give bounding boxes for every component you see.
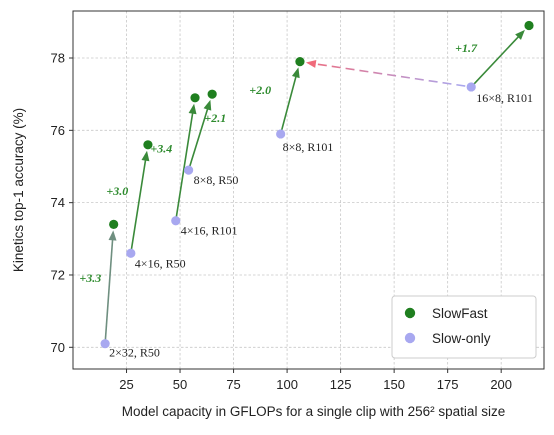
gain-arrow	[130, 157, 147, 250]
point-label: 4×16, R101	[181, 224, 238, 238]
arrowhead	[515, 29, 525, 40]
slowfast-point	[295, 57, 305, 67]
gain-arrow	[473, 34, 521, 85]
x-tick-label: 150	[383, 377, 405, 392]
arrowhead	[305, 60, 317, 68]
legend-marker-slowfast	[404, 307, 416, 319]
x-tick-label: 200	[490, 377, 512, 392]
gain-arrow	[104, 237, 114, 340]
point-label: 4×16, R50	[135, 256, 186, 270]
slowonly-point	[100, 339, 110, 349]
points	[100, 20, 534, 349]
slowfast-point	[190, 93, 200, 103]
slowonly-point	[184, 165, 194, 175]
gain-label: +3.4	[150, 141, 172, 155]
plot-frame	[72, 10, 545, 370]
x-tick-label: 25	[119, 377, 133, 392]
arrowhead	[291, 67, 300, 79]
point-label: 8×8, R101	[283, 140, 334, 154]
legend-box	[391, 295, 537, 359]
gain-label: +2.1	[204, 111, 226, 125]
gain-arrow	[175, 110, 194, 217]
arrowhead	[188, 103, 197, 115]
x-tick-label: 75	[226, 377, 240, 392]
slowfast-point	[524, 20, 534, 31]
legend-label-slowfast: SlowFast	[432, 306, 488, 321]
x-tick-label: 100	[276, 377, 298, 392]
point-label: 16×8, R101	[476, 91, 533, 105]
point-label: 8×8, R50	[194, 173, 239, 187]
y-tick-label: 70	[51, 340, 65, 355]
gain-arrow	[280, 73, 298, 131]
labels: +3.3 +3.0 +3.4 +2.1 +2.0 +1.7 2×32, R50 4×16, R…	[79, 41, 533, 359]
legend-marker-slowonly	[404, 332, 416, 344]
axis-ticks: 25 50 75 100 125 150 175 200 70 72 74 76 78	[51, 51, 513, 392]
slowonly-point	[126, 248, 136, 258]
dashed-arrow	[313, 62, 466, 87]
gain-arrow	[189, 106, 210, 167]
y-tick-label: 74	[51, 195, 65, 210]
legend: SlowFast Slow-only	[391, 295, 537, 359]
x-axis-title: Model capacity in GFLOPs for a single cl…	[122, 404, 505, 419]
gain-label: +3.0	[106, 184, 128, 198]
x-tick-label: 125	[330, 377, 352, 392]
y-tick-label: 78	[51, 51, 65, 66]
arrowhead	[203, 99, 212, 111]
y-tick-label: 76	[51, 123, 65, 138]
slowonly-point	[171, 216, 181, 226]
gain-label: +3.3	[79, 271, 101, 285]
arrowhead	[108, 230, 117, 241]
gain-label: +2.0	[249, 83, 271, 97]
gain-label: +1.7	[455, 41, 478, 55]
y-axis-title: Kinetics top-1 accuracy (%)	[11, 108, 26, 272]
x-tick-label: 175	[437, 377, 459, 392]
arrows	[104, 29, 525, 340]
legend-label-slowonly: Slow-only	[432, 331, 491, 346]
slowfast-point	[143, 140, 153, 150]
slowfast-point	[207, 89, 217, 99]
point-label: 2×32, R50	[109, 346, 160, 360]
x-tick-label: 50	[173, 377, 187, 392]
slowonly-point	[276, 129, 286, 139]
arrowhead	[141, 150, 150, 162]
slowonly-point	[466, 82, 476, 92]
slowfast-point	[109, 219, 119, 229]
y-tick-label: 72	[51, 267, 65, 282]
